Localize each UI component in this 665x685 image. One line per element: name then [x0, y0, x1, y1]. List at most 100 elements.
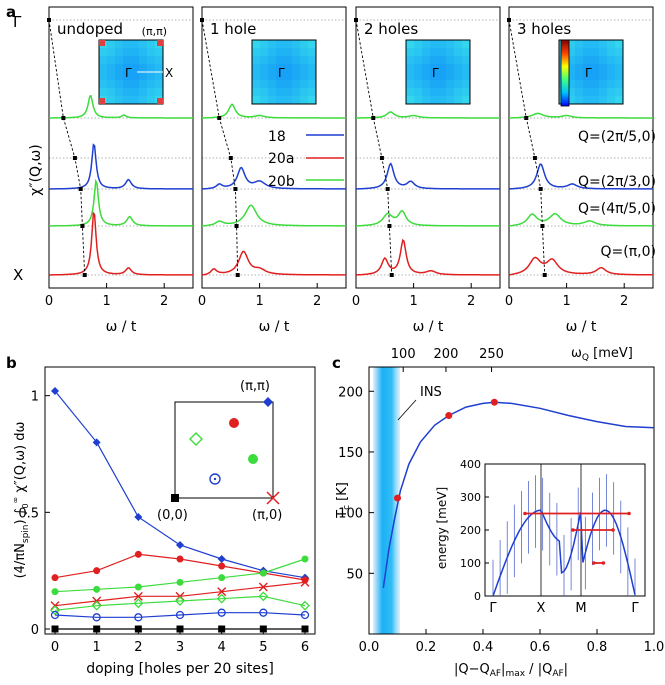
b-inset-blue-dot [213, 477, 217, 481]
map-cell [430, 56, 439, 65]
energy-band-end [592, 561, 596, 565]
map-cell [99, 80, 108, 89]
guide-marker [385, 187, 390, 191]
map-cell [276, 56, 285, 65]
data-point [176, 541, 184, 549]
spectrum-panel-3: Γ 2 holes 0 1 2 ω / t [352, 6, 501, 335]
map-cell [599, 64, 608, 73]
map-cell [260, 56, 269, 65]
x-tick-label: 0 [198, 294, 206, 309]
map-cell [131, 80, 140, 89]
map-cell [268, 96, 277, 105]
x-tick-label: 0.2 [416, 640, 437, 655]
map-cell [599, 88, 608, 97]
x-tick-label: 1 [93, 640, 101, 655]
x-axis-label: ω / t [259, 319, 290, 335]
map-cell [131, 56, 140, 65]
inset-y-tick-label: 0 [474, 590, 481, 603]
map-cell [454, 48, 463, 57]
spectrum-curve [202, 103, 346, 119]
map-cell [462, 40, 471, 49]
map-cell [147, 72, 156, 81]
map-cell [599, 96, 608, 105]
map-cell [115, 80, 124, 89]
spectra-panels: Γ X (π,π) undoped 0 1 2 ω / t Γ 1 hole 0 1 2 ω / t Γ 2 … [45, 6, 654, 335]
map-cell [414, 80, 423, 89]
map-cell [268, 56, 277, 65]
map-cell [454, 64, 463, 73]
panel-b: b 0 1 2 3 4 5 6 0 0.5 1 (4/πNspin) ∫0∞ χ″(Q,ω) dω… [6, 354, 316, 677]
map-cell [583, 48, 592, 57]
gamma-y-label: Γ [13, 13, 22, 31]
map-cell [591, 40, 600, 49]
map-cell [583, 72, 592, 81]
map-cell [107, 72, 116, 81]
map-cell [300, 72, 309, 81]
spectrum-curve [201, 250, 346, 276]
map-cell [567, 72, 576, 81]
map-cell [430, 96, 439, 105]
energy-band-end [627, 511, 631, 516]
map-cell [276, 80, 285, 89]
data-point [176, 555, 184, 563]
map-cell [414, 88, 423, 97]
guide-marker [228, 156, 233, 160]
map-cell [252, 88, 261, 97]
map-cell [430, 72, 439, 81]
b-inset-pipi-marker [263, 397, 273, 407]
panel-b-series [50, 387, 310, 633]
x-tick-label: 0 [352, 294, 360, 309]
peak-guide-line [355, 19, 393, 276]
map-cell [446, 80, 455, 89]
map-cell [292, 48, 301, 57]
y-tick-label: 200 [338, 385, 363, 400]
map-cell [454, 88, 463, 97]
data-point [258, 591, 269, 602]
map-cell [454, 80, 463, 89]
data-point [218, 574, 226, 582]
map-cell [107, 88, 116, 97]
map-cell [308, 56, 317, 65]
spectrum-curve [509, 112, 653, 119]
map-frame [251, 39, 317, 105]
b-inset-blue-open-circle [209, 473, 221, 485]
data-point [300, 610, 310, 620]
map-cell [292, 80, 301, 89]
map-cell [115, 72, 124, 81]
x-tick-label: 2 [467, 294, 475, 309]
map-cell [607, 96, 616, 105]
map-cell [276, 96, 285, 105]
energy-band-end [571, 528, 575, 532]
brillouin-map-3: Γ [405, 39, 471, 105]
tc-point [445, 412, 453, 420]
x-tick-label: 0 [505, 294, 513, 309]
data-point [50, 610, 60, 620]
series-line-6 [54, 612, 306, 618]
data-point [51, 588, 59, 596]
map-cell [575, 40, 584, 49]
map-cell [300, 40, 309, 49]
x-tick-label: 2 [134, 640, 142, 655]
map-cell [607, 88, 616, 97]
map-cell [300, 48, 309, 57]
panel-title-1: undoped [57, 20, 123, 38]
inset-y-tick-label: 200 [460, 524, 481, 537]
spectrum-curve [355, 209, 500, 227]
map-cell [308, 40, 317, 49]
series-line-5 [54, 595, 306, 611]
map-cell [276, 72, 285, 81]
map-cell [268, 40, 277, 49]
map-cell [147, 48, 156, 57]
map-cell [462, 80, 471, 89]
panel-c: c 0.0 0.2 0.4 0.6 0.8 1.0 50 100 150 200 100 200 250… [332, 346, 664, 679]
map-cell [446, 88, 455, 97]
map-cell [115, 96, 124, 105]
map-cell [599, 72, 608, 81]
spectrum-frame [355, 6, 501, 289]
map-cell [147, 96, 156, 105]
x-tick-label: 2 [313, 294, 321, 309]
legend-20b-label: 20b [268, 174, 295, 190]
map-cell [300, 96, 309, 105]
x-tick-label: 6 [301, 640, 309, 655]
data-point [51, 574, 59, 582]
